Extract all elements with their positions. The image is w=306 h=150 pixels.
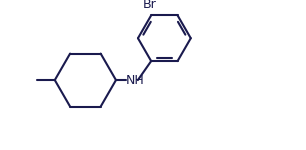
Text: NH: NH (126, 74, 144, 87)
Text: Br: Br (143, 0, 156, 12)
